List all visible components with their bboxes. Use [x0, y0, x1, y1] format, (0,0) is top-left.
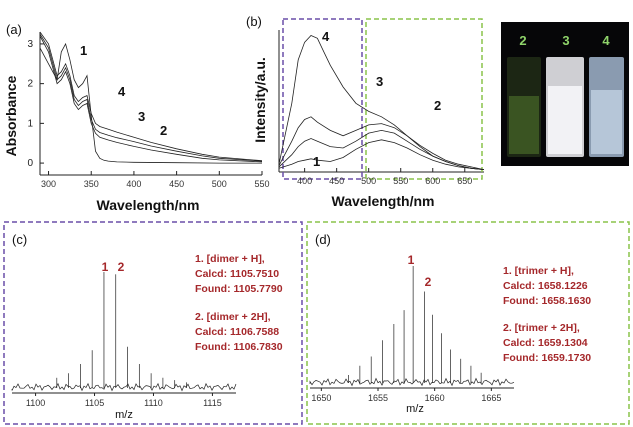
panel-a-series-4: [39, 31, 263, 162]
panel-c-xlabel: m/z: [115, 409, 133, 421]
panel-b-curve-label-3: 3: [376, 74, 383, 89]
panel-a-curve-label-4: 4: [118, 84, 126, 99]
panel-a-xtick-label-0: 300: [41, 179, 56, 189]
panel-d: (d) 1650 1655 1660 1665 1 2 1. [trimer + H]…: [306, 221, 630, 425]
panel-c-baseline-noise: [11, 382, 237, 392]
panel-c-peak-label-1: 1: [102, 260, 109, 274]
panel-b-xtick-label-2: 500: [361, 176, 376, 186]
panel-c: (c) 1100 1105 1110 1115 1 2 1. [dimer + H],…: [3, 221, 303, 425]
vial-4-liquid: [591, 90, 622, 154]
panel-d-peak-label-1: 1: [408, 253, 415, 267]
panel-b: (b) Intensity/a.u. 400 450 500 550 600 650 Wa…: [246, 14, 485, 209]
panel-c-ann2-title: 2. [dimer + 2H],: [195, 311, 271, 323]
panel-a-xlabel: Wavelength/nm: [97, 197, 200, 213]
panel-a-ytick-label-2: 2: [27, 79, 33, 90]
panel-a-curve-label-3: 3: [138, 109, 145, 124]
panel-d-ann1-calcd: Calcd: 1658.1226: [503, 280, 588, 292]
vial-photo: 2 3 4: [501, 22, 629, 166]
panel-a-curve-label-1: 1: [80, 43, 87, 58]
panel-d-xtick-label-1: 1655: [368, 393, 388, 403]
panel-b-xtick-label-0: 400: [297, 176, 312, 186]
panel-b-xlabel: Wavelength/nm: [332, 193, 435, 209]
panel-b-xtick-label-4: 600: [425, 176, 440, 186]
panel-b-curve-label-4: 4: [322, 29, 330, 44]
panel-b-series-3: [278, 116, 485, 170]
panel-b-ylabel: Intensity/a.u.: [252, 57, 268, 143]
panel-c-xtick-label-0: 1100: [26, 398, 45, 408]
panel-c-label: (c): [12, 232, 27, 247]
panel-a-xtick-label-4: 500: [212, 179, 227, 189]
panel-b-xtick-label-3: 550: [393, 176, 408, 186]
panel-b-green-box: [365, 18, 483, 180]
panel-a-xtick-label-5: 550: [254, 179, 269, 189]
vial-label-4: 4: [602, 33, 610, 48]
panel-c-ann1-title: 1. [dimer + H],: [195, 253, 265, 265]
panel-b-xtick-label-5: 650: [457, 176, 472, 186]
panel-b-curve-label-1: 1: [313, 154, 320, 169]
panel-b-xtick-label-1: 450: [329, 176, 344, 186]
panel-d-ann2-found: Found: 1659.1730: [503, 352, 591, 364]
panel-a-ytick-label-3: 3: [27, 39, 33, 50]
panel-d-box: [306, 221, 630, 425]
panel-a-label: (a): [6, 22, 22, 37]
panel-c-ann2-found: Found: 1106.7830: [195, 341, 283, 353]
panel-c-ann2-calcd: Calcd: 1106.7588: [195, 326, 279, 338]
vial-label-2: 2: [519, 33, 526, 48]
panel-b-series-1: [278, 139, 485, 170]
panel-c-xtick-label-1: 1105: [85, 398, 104, 408]
panel-d-xtick-label-3: 1665: [481, 393, 501, 403]
panel-b-curve-label-2: 2: [434, 98, 441, 113]
panel-a-ytick-label-0: 0: [27, 158, 33, 169]
panel-a-ytick-label-1: 1: [27, 118, 33, 129]
panel-d-baseline-noise: [309, 377, 515, 387]
panel-d-ann1-found: Found: 1658.1630: [503, 295, 591, 307]
panel-c-ann1-found: Found: 1105.7790: [195, 283, 283, 295]
panel-c-peak-label-2: 2: [118, 260, 125, 274]
panel-d-xlabel: m/z: [406, 403, 424, 415]
panel-c-xtick-label-2: 1110: [144, 398, 163, 408]
panel-d-ann2-calcd: Calcd: 1659.1304: [503, 337, 588, 349]
panel-a-xtick-label-3: 450: [169, 179, 184, 189]
panel-d-peak-label-2: 2: [425, 275, 432, 289]
panel-d-xtick-label-2: 1660: [425, 393, 445, 403]
vial-2-liquid: [509, 96, 539, 154]
vial-3-liquid: [548, 86, 582, 154]
panel-a-xtick-label-2: 400: [126, 179, 141, 189]
panel-c-box: [3, 221, 303, 425]
panel-a-series-3: [39, 33, 263, 162]
panel-d-label: (d): [315, 232, 331, 247]
panel-b-series-4: [278, 35, 485, 170]
panel-d-ann1-title: 1. [trimer + H],: [503, 265, 574, 277]
panel-a-series-1: [39, 42, 262, 164]
panel-a-curve-label-2: 2: [160, 123, 167, 138]
panel-d-ann2-title: 2. [trimer + 2H],: [503, 322, 580, 334]
panel-b-label: (b): [246, 14, 262, 29]
panel-c-ann1-calcd: Calcd: 1105.7510: [195, 268, 279, 280]
panel-a-series-2: [39, 35, 263, 163]
panel-d-xtick-label-0: 1650: [311, 393, 331, 403]
panel-c-xtick-label-3: 1115: [203, 398, 222, 408]
panel-a-xtick-label-1: 350: [84, 179, 99, 189]
panel-a-ylabel: Absorbance: [3, 75, 19, 156]
vial-label-3: 3: [562, 33, 569, 48]
